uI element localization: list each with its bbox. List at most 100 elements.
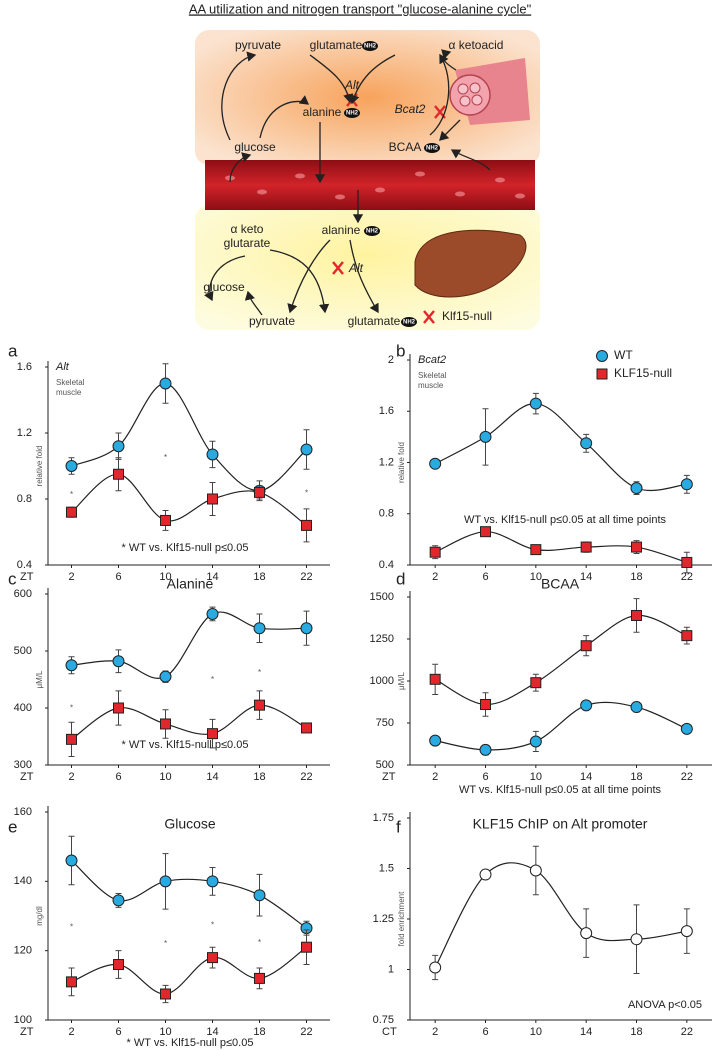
data-point <box>630 482 643 495</box>
x-tick-label: 2 <box>68 771 74 783</box>
series-line <box>435 701 688 751</box>
x-tick-label: 22 <box>681 771 693 783</box>
data-point <box>160 514 171 526</box>
x-tick-label: 14 <box>206 771 218 783</box>
x-tick-label: 22 <box>681 1026 693 1038</box>
y-tick-label: 0.4 <box>17 559 32 571</box>
data-point <box>207 728 218 740</box>
legend-label: KLF15-null <box>614 366 672 380</box>
x-tick-label: 2 <box>68 1026 74 1038</box>
data-point <box>65 854 78 867</box>
x-tick-label: 18 <box>630 571 642 583</box>
data-point <box>630 701 643 714</box>
series-line <box>434 531 688 564</box>
nh2-badge <box>401 317 417 327</box>
data-point <box>254 972 265 984</box>
data-point <box>530 677 542 689</box>
x-tick-label: 2 <box>432 771 438 783</box>
data-point <box>680 478 693 491</box>
x-axis-label: ZT <box>20 571 34 583</box>
data-point <box>66 506 77 518</box>
label: pyruvate <box>249 314 295 328</box>
y-tick-label: 0.8 <box>17 493 32 505</box>
y-tick-label: 300 <box>14 759 32 771</box>
label: glutarate <box>224 236 271 250</box>
data-point <box>429 457 442 470</box>
data-point <box>681 630 693 642</box>
nh2-badge <box>362 41 378 51</box>
series-line <box>434 614 688 706</box>
diagram-title: AA utilization and nitrogen transport "g… <box>189 1 532 16</box>
gene-label: Alt <box>55 361 70 373</box>
gene-label: Bcat2 <box>418 354 446 366</box>
panel-title: Glucose <box>164 816 216 832</box>
significance-mark: * <box>164 939 167 948</box>
x-axis-label: ZT <box>20 1026 34 1038</box>
label: Bcat2 <box>395 102 426 116</box>
y-axis-label: fold enrichment <box>397 891 406 946</box>
data-point <box>580 640 592 652</box>
panel-title: BCAA <box>541 576 580 592</box>
significance-mark: * <box>70 922 73 931</box>
data-point <box>580 541 592 553</box>
data-point <box>112 440 125 453</box>
data-point <box>206 448 219 461</box>
x-tick-label: 14 <box>580 771 592 783</box>
x-tick-label: 14 <box>206 1026 218 1038</box>
label: Alt <box>344 78 360 92</box>
label: BCAA <box>389 140 422 154</box>
x-tick-label: 6 <box>115 1026 121 1038</box>
nh2-label: NH2 <box>366 229 379 235</box>
x-axis-label: CT <box>382 1026 397 1038</box>
x-tick-label: 10 <box>530 771 542 783</box>
x-tick-label: 22 <box>300 771 312 783</box>
label: Klf15-null <box>442 309 492 323</box>
y-tick-label: 160 <box>14 806 32 818</box>
series-line <box>71 946 307 995</box>
panel-title: Alanine <box>167 576 214 592</box>
nh2-label: NH2 <box>364 44 377 50</box>
series-line <box>71 704 307 740</box>
label: α ketoacid <box>449 38 504 52</box>
data-point <box>254 699 265 711</box>
data-point <box>160 988 171 1000</box>
x-tick-label: 10 <box>159 1026 171 1038</box>
significance-mark: * <box>258 938 261 947</box>
annotation: * WT vs. Klf15-null p≤0.05 <box>122 542 249 554</box>
data-point <box>529 397 542 410</box>
label: pyruvate <box>235 38 281 52</box>
muscle-region <box>195 30 540 165</box>
x-tick-label: 10 <box>530 1026 542 1038</box>
data-point <box>65 659 78 672</box>
x-tick-label: 2 <box>68 571 74 583</box>
y-tick-label: 1.6 <box>17 361 32 373</box>
data-point <box>479 430 492 443</box>
annotation: ANOVA p<0.05 <box>628 999 702 1011</box>
arrows <box>203 49 491 316</box>
data-point <box>207 493 218 505</box>
y-tick-label: 140 <box>14 875 32 887</box>
data-point <box>112 655 125 668</box>
data-point <box>530 544 542 556</box>
y-tick-label: 1000 <box>370 675 394 687</box>
data-point <box>630 933 643 946</box>
data-point <box>479 868 492 881</box>
diagram: AA utilization and nitrogen transport "g… <box>189 1 540 330</box>
y-tick-label: 1.2 <box>17 427 32 439</box>
nh2-label: NH2 <box>426 146 439 152</box>
label: glucose <box>234 140 276 154</box>
y-tick-label: 120 <box>14 945 32 957</box>
data-point <box>66 976 77 988</box>
panel-letter: f <box>396 817 401 836</box>
liver-icon <box>414 229 527 298</box>
x-tick-label: 22 <box>681 571 693 583</box>
y-tick-label: 1.25 <box>373 913 394 925</box>
y-tick-label: 1250 <box>370 633 394 645</box>
legend-label: WT <box>614 348 633 362</box>
x-tick-label: 18 <box>253 1026 265 1038</box>
x-tick-label: 22 <box>300 571 312 583</box>
data-point <box>681 556 693 568</box>
panel-letter: a <box>8 341 18 360</box>
x-tick-label: 2 <box>432 571 438 583</box>
data-point <box>301 519 312 531</box>
